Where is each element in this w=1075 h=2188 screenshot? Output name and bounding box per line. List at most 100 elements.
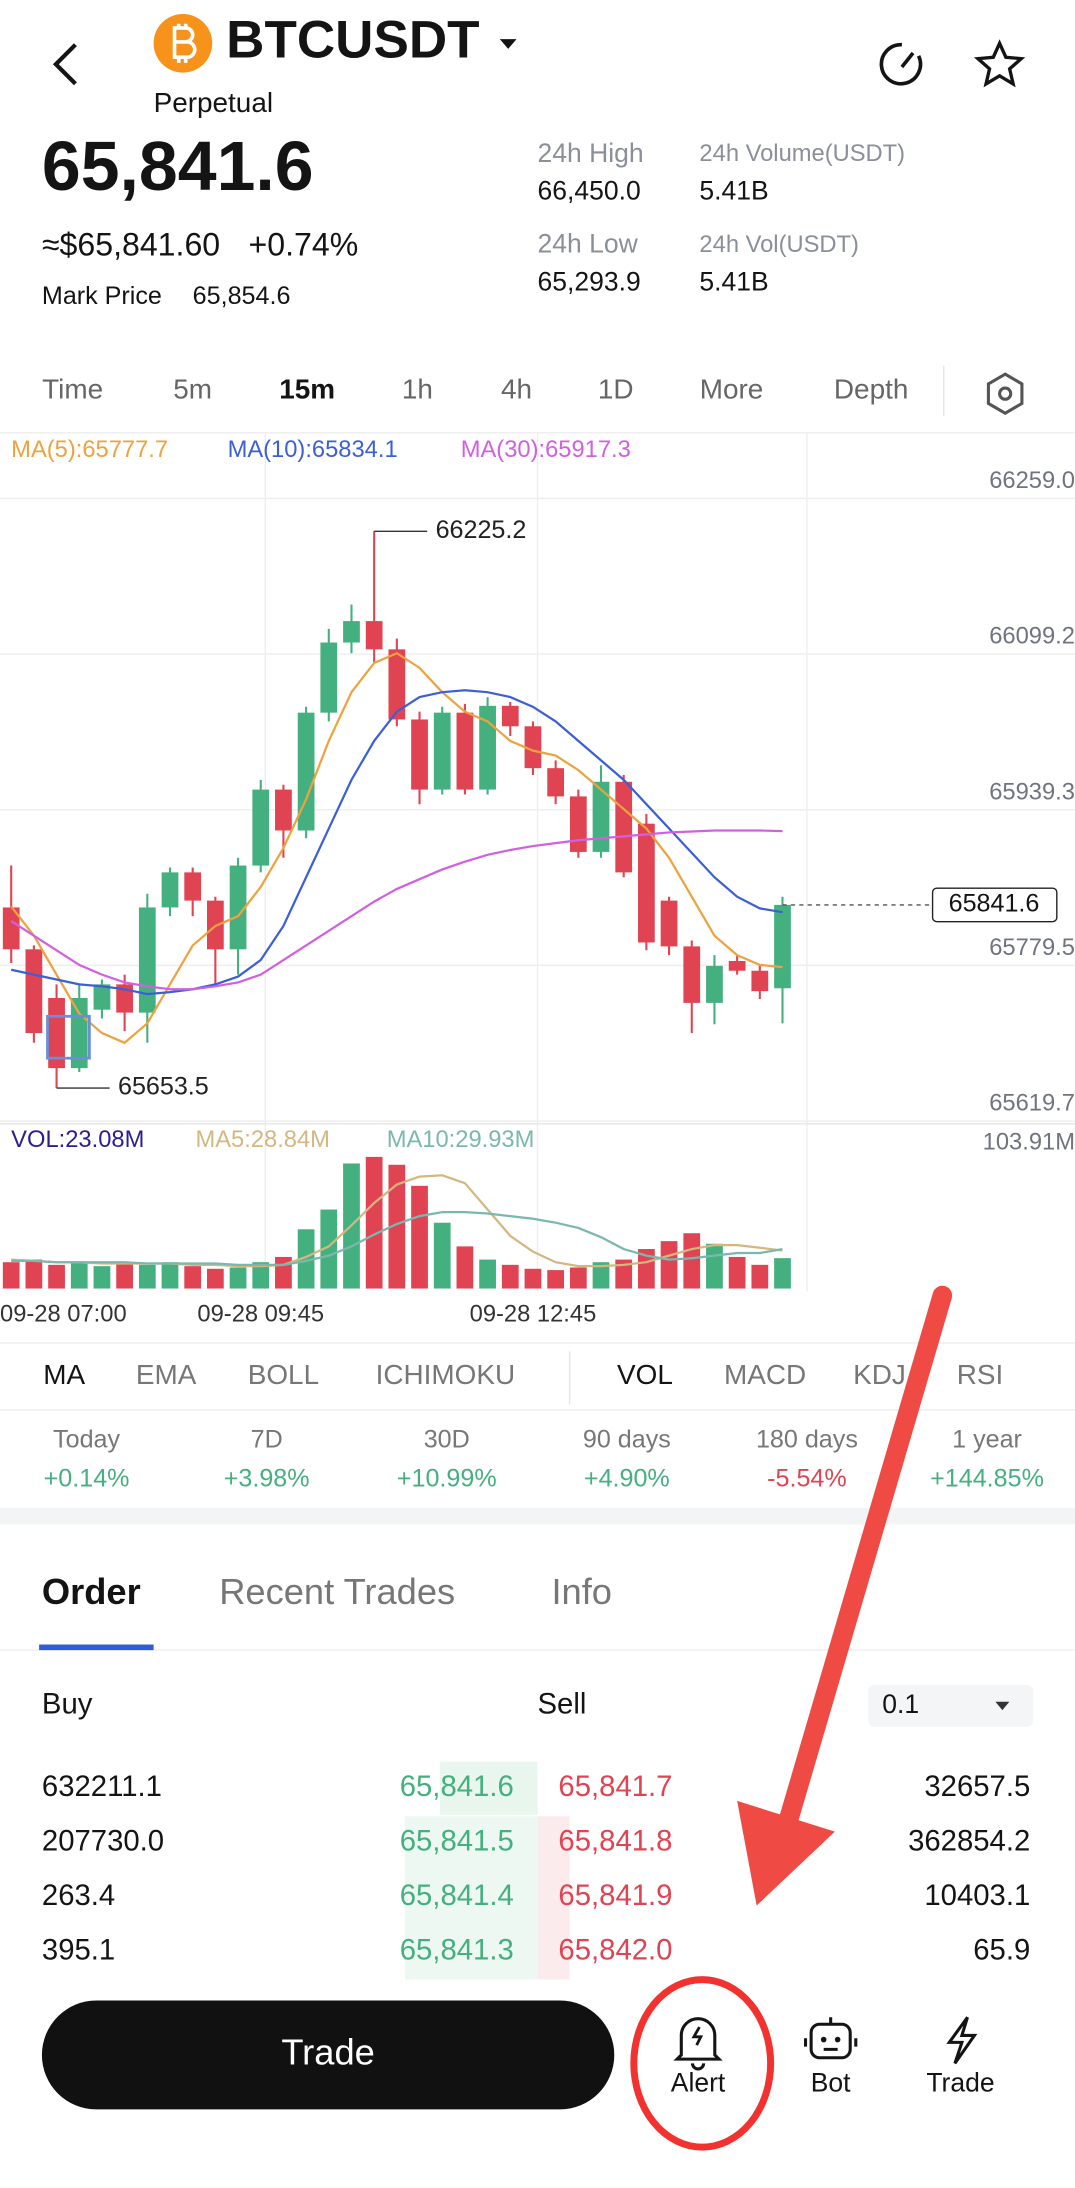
indicator-tab[interactable]: KDJ [853, 1359, 906, 1390]
volume-bar [48, 1264, 65, 1289]
section-gap [0, 1507, 1075, 1525]
volume-bar [433, 1222, 451, 1289]
candle-body [660, 900, 678, 947]
volume-bar [592, 1262, 610, 1289]
low-label: 65653.5 [118, 1073, 209, 1101]
candle-body [411, 719, 428, 790]
last-price-tag [931, 887, 1058, 923]
stat-label: 24h Vol(USDT) [699, 232, 859, 258]
annotation-circle [630, 1976, 775, 2151]
volume-bar [2, 1262, 20, 1289]
interval-tab[interactable]: 1D [598, 373, 634, 404]
volume-bar [683, 1233, 701, 1289]
precision-select[interactable] [868, 1685, 1034, 1727]
ma-line [10, 689, 783, 996]
candle-body [524, 726, 542, 769]
mark-price: 65,854.6 [193, 282, 291, 310]
indicator-tab[interactable]: ICHIMOKU [376, 1359, 516, 1390]
symbol-dropdown[interactable] [499, 39, 517, 49]
order-tab[interactable]: Order [42, 1571, 141, 1612]
trade-icon [946, 2016, 978, 2065]
period-change: -5.54% [767, 1464, 847, 1492]
high-label: 66225.2 [436, 516, 527, 544]
y-tick-label: 66099.2 [989, 624, 1075, 650]
period-label: 7D [251, 1425, 283, 1453]
interval-tab[interactable]: 15m [279, 373, 335, 404]
symbol[interactable]: BTCUSDT [226, 10, 479, 69]
sell-amount: 32657.5 [924, 1770, 1030, 1803]
order-tab[interactable]: Info [551, 1571, 612, 1612]
interval-tab[interactable]: 4h [501, 373, 532, 404]
legend-entry: MA10:29.93M [387, 1127, 535, 1153]
stat-label: 24h Low [538, 229, 639, 259]
contract-type: Perpetual [154, 87, 273, 118]
favorite-icon[interactable] [973, 39, 1026, 88]
volume-bar [569, 1267, 587, 1289]
volume-ma-line [11, 1211, 783, 1266]
candle-chart: 66259.0 66099.2 65939.3 65779.5 65619.7 09-28… [0, 437, 1075, 1327]
stat-value: 5.41B [699, 266, 768, 296]
buy-amount: 263.4 [42, 1879, 115, 1912]
volume-bar [479, 1259, 496, 1289]
indicator-tab[interactable]: MACD [724, 1359, 806, 1390]
interval-tab[interactable]: More [700, 373, 764, 404]
action-label[interactable]: Alert [671, 2067, 726, 2097]
volume-bar [365, 1156, 383, 1289]
interval-tab[interactable]: Time [42, 373, 103, 404]
candle-body [456, 712, 474, 790]
volume-bar [501, 1264, 519, 1289]
volume-bar [411, 1185, 428, 1289]
y-tick-label: 65779.5 [989, 935, 1075, 961]
bid-price: 65,841.3 [400, 1933, 514, 1966]
candle-body [275, 789, 292, 831]
action-bar: Alert Bot Trade [671, 2067, 995, 2097]
indicator-tab[interactable]: EMA [136, 1359, 197, 1390]
bot-icon [804, 2017, 858, 2060]
trade-button[interactable] [41, 2000, 615, 2110]
action-label[interactable]: Bot [811, 2067, 851, 2097]
legend-entry: MA(30):65917.3 [461, 437, 631, 463]
stat-value: 65,293.9 [538, 266, 641, 296]
period-label: 180 days [756, 1425, 858, 1453]
candle-body [343, 621, 360, 643]
interval-tab[interactable]: Depth [834, 373, 908, 404]
back-button[interactable] [52, 43, 77, 86]
refresh-icon[interactable] [879, 42, 923, 86]
indicator-tab[interactable]: BOLL [248, 1359, 319, 1390]
last-price-label: 65841.6 [949, 890, 1040, 918]
stat-value: 5.41B [699, 176, 768, 206]
interval-tab[interactable]: 1h [402, 373, 433, 404]
chart-settings-dot [998, 386, 1013, 401]
period-label: 30D [424, 1425, 470, 1453]
stat-value: 66,450.0 [538, 176, 641, 206]
action-label[interactable]: Trade [926, 2067, 994, 2097]
candle-body [365, 621, 383, 650]
order-tab[interactable]: Recent Trades [219, 1571, 455, 1612]
candle-body [479, 705, 496, 790]
candle-body [433, 712, 451, 790]
indicator-tab[interactable]: VOL [617, 1359, 673, 1390]
interval-tab[interactable]: 5m [173, 373, 212, 404]
chart-settings[interactable] [986, 372, 1024, 416]
bid-price: 65,841.5 [400, 1825, 514, 1858]
candle-body [184, 872, 202, 901]
chart-tool-icon[interactable] [46, 1014, 91, 1060]
bid-price: 65,841.4 [400, 1879, 514, 1912]
volume-bar [547, 1270, 565, 1289]
volume-bar [638, 1249, 655, 1289]
indicator-tab[interactable]: MA [43, 1359, 85, 1390]
volume-bar [161, 1262, 179, 1289]
precision: 0.1 [882, 1689, 919, 1719]
ask-price: 65,841.7 [558, 1770, 672, 1803]
period-label: 90 days [583, 1425, 671, 1453]
candle-body [592, 781, 610, 852]
ma-line [10, 651, 783, 1045]
ask-price: 65,841.8 [558, 1825, 672, 1858]
volume-bar [138, 1264, 156, 1289]
volume-bar [320, 1209, 338, 1289]
indicator-tab[interactable]: RSI [957, 1359, 1004, 1390]
period-label: Today [53, 1425, 120, 1453]
legend-entry: MA(5):65777.7 [11, 437, 168, 463]
